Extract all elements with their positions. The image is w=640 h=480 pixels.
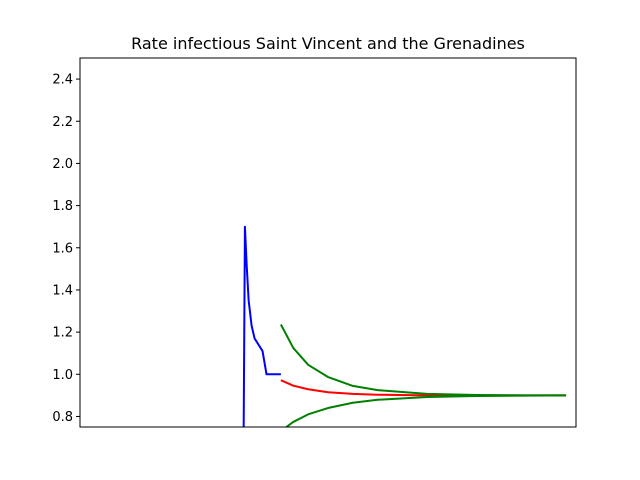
chart-title: Rate infectious Saint Vincent and the Gr…	[131, 34, 525, 53]
series-line-1	[242, 225, 281, 427]
plot-area	[242, 225, 567, 427]
y-tick-label: 0.8	[52, 410, 73, 425]
series-line-4	[285, 394, 567, 427]
series-line-3	[279, 324, 567, 397]
y-tick-label: 1.4	[52, 283, 73, 298]
y-axis: 0.8 1.0 1.2 1.4 1.6 1.8 2.0 2.2 2.4	[52, 73, 80, 425]
y-tick-label: 1.6	[52, 241, 73, 256]
y-tick-label: 1.2	[52, 326, 73, 341]
y-tick-label: 2.0	[52, 157, 73, 172]
plot-frame	[79, 57, 577, 428]
y-tick-label: 2.4	[52, 73, 73, 88]
y-tick-label: 1.0	[52, 368, 73, 383]
y-tick-label: 1.8	[52, 199, 73, 214]
y-tick-label: 2.2	[52, 115, 73, 130]
